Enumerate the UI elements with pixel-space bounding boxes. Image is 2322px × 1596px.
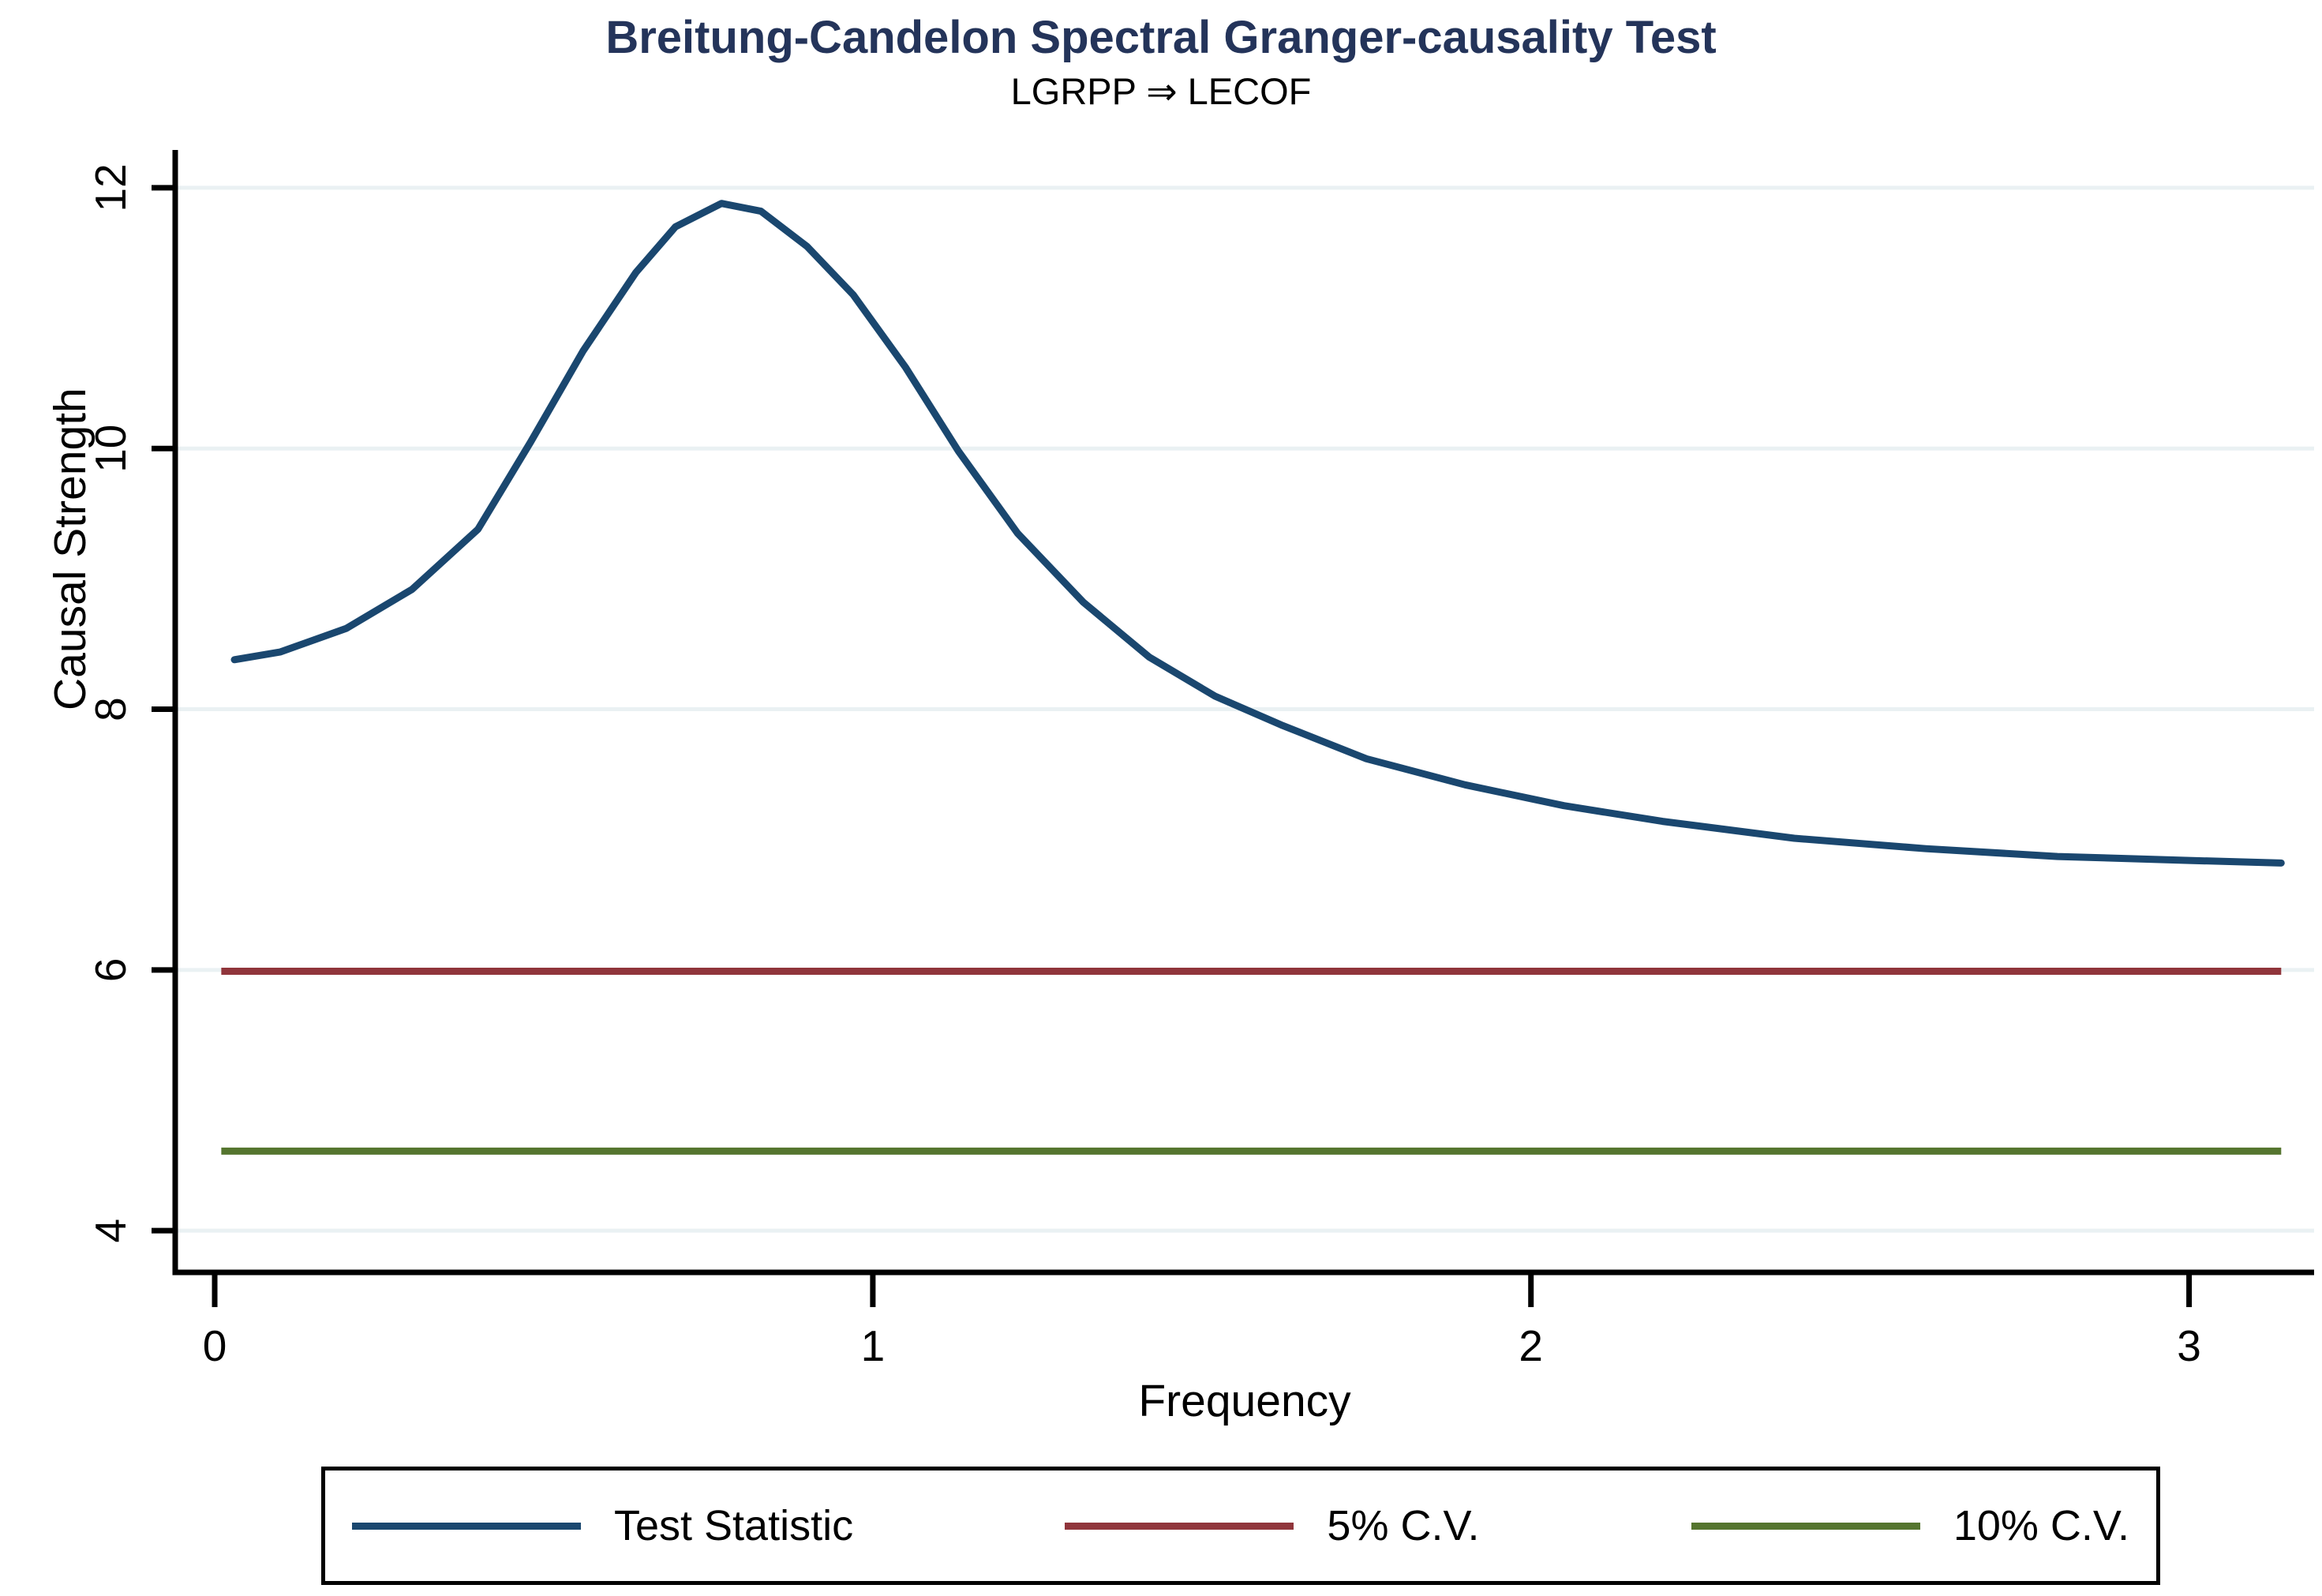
chart-subtitle: LGRPP ⇒ LECOF <box>1010 70 1312 112</box>
cv10-line-swatch <box>1691 1522 1920 1530</box>
legend-label-cv10: 10% C.V. <box>1953 1502 2129 1549</box>
x-tick-label-2: 2 <box>1519 1321 1543 1370</box>
chart-title: Breitung-Candelon Spectral Granger-causa… <box>605 12 1717 63</box>
test-statistic-curve <box>230 200 2285 867</box>
legend-label-test-statistic: Test Statistic <box>614 1502 854 1549</box>
legend-label-cv5: 5% C.V. <box>1327 1502 1480 1549</box>
cv5-line-swatch <box>1065 1522 1294 1530</box>
y-tick-label-8: 8 <box>86 697 135 721</box>
legend-box: Test Statistic 5% C.V. 10% C.V. <box>321 1467 2160 1585</box>
y-tick-label-6: 6 <box>86 958 135 983</box>
y-tick-label-4: 4 <box>86 1219 135 1243</box>
x-tick-label-0: 0 <box>203 1321 227 1370</box>
legend-item-cv5: 5% C.V. <box>1065 1501 1480 1550</box>
x-tick-label-3: 3 <box>2177 1321 2201 1370</box>
y-tick-label-12: 12 <box>86 163 135 212</box>
y-tick-label-10: 10 <box>86 425 135 473</box>
y-axis-title: Causal Strength <box>45 388 96 710</box>
legend-item-cv10: 10% C.V. <box>1691 1501 2129 1550</box>
x-axis-title: Frequency <box>1138 1376 1351 1426</box>
legend-item-test-statistic: Test Statistic <box>352 1501 853 1550</box>
test-statistic-line-swatch <box>352 1522 581 1530</box>
x-tick-label-1: 1 <box>861 1321 886 1370</box>
